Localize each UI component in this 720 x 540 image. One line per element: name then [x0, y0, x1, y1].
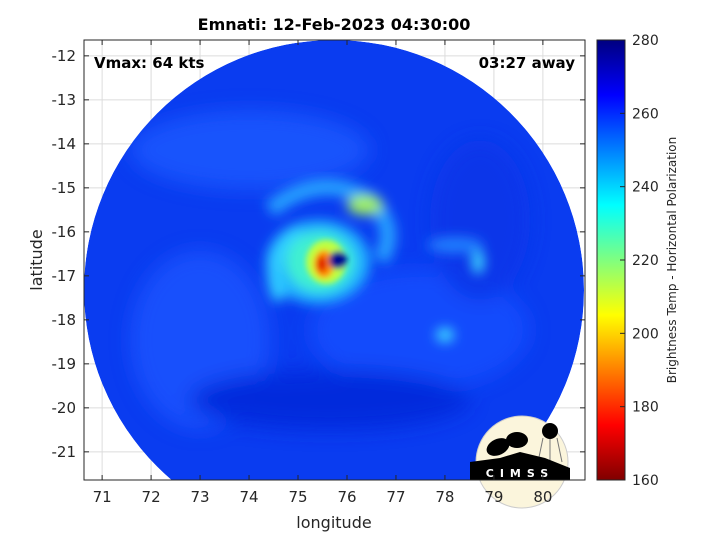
y-tick-label: -15 [52, 179, 77, 197]
time-offset-annotation: 03:27 away [479, 54, 576, 72]
x-tick-label: 73 [191, 488, 210, 506]
svg-text:CIMSS: CIMSS [486, 467, 554, 480]
chart-title: Emnati: 12-Feb-2023 04:30:00 [198, 15, 471, 34]
colorbar-tick-label: 260 [632, 106, 659, 122]
x-tick-label: 75 [288, 488, 307, 506]
x-tick-label: 71 [93, 488, 112, 506]
colorbar-tick-label: 220 [632, 253, 659, 269]
y-tick-label: -18 [52, 311, 77, 329]
colorbar-tick-label: 200 [632, 326, 659, 342]
colorbar-tick-label: 180 [632, 400, 659, 416]
colorbar-tick-label: 240 [632, 180, 659, 196]
cimss-logo: CIMSS [470, 415, 570, 509]
y-tick-label: -20 [52, 399, 77, 417]
vmax-annotation: Vmax: 64 kts [94, 54, 204, 72]
y-tick-label: -12 [52, 47, 77, 65]
y-tick-label: -21 [52, 443, 77, 461]
x-tick-label: 78 [435, 488, 454, 506]
x-tick-label: 77 [386, 488, 405, 506]
colorbar-tick-label: 280 [632, 33, 659, 49]
y-axis-label: latitude [27, 229, 46, 290]
y-tick-label: -13 [52, 91, 77, 109]
y-tick-label: -16 [52, 223, 77, 241]
colorbar-tick-label: 160 [632, 473, 659, 489]
brightness-temp-image [84, 40, 584, 480]
x-tick-label: 74 [239, 488, 258, 506]
y-tick-label: -14 [52, 135, 77, 153]
x-tick-label: 79 [484, 488, 503, 506]
y-tick-label: -19 [52, 355, 77, 373]
y-tick-label: -17 [52, 267, 77, 285]
x-tick-label: 76 [337, 488, 356, 506]
x-axis-label: longitude [296, 513, 371, 532]
x-tick-label: 80 [533, 488, 552, 506]
plot-frame [83, 39, 586, 481]
colorbar-label: Brightness Temp - Horizontal Polarizatio… [665, 137, 679, 384]
x-tick-label: 72 [142, 488, 161, 506]
